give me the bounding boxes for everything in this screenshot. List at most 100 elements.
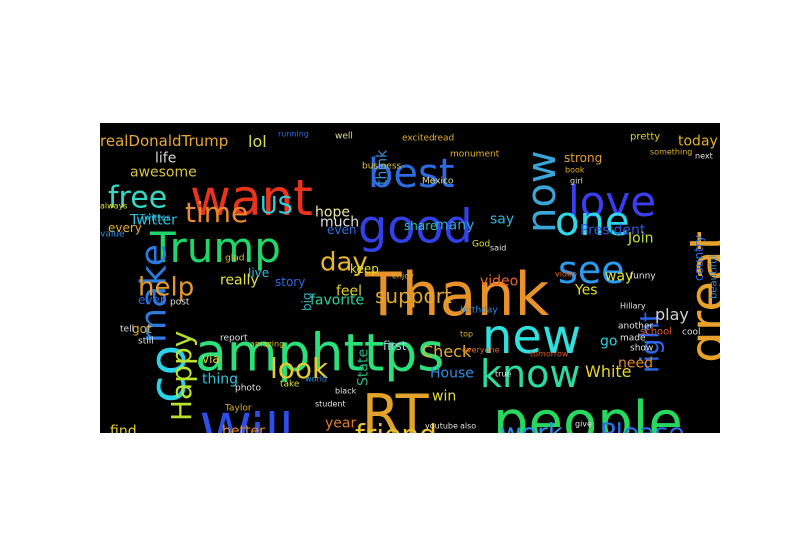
- word-cloud-word: via: [202, 352, 220, 366]
- word-cloud-word: President: [580, 223, 646, 239]
- word-cloud-word: feel: [336, 284, 362, 300]
- word-cloud-word: look: [270, 352, 329, 385]
- word-cloud-word: God: [472, 240, 490, 250]
- word-cloud-word: State: [356, 349, 372, 386]
- word-cloud-word: Hillary: [620, 302, 646, 311]
- word-cloud-word: Taylor: [224, 404, 252, 414]
- word-cloud-word: now: [519, 150, 565, 233]
- word-cloud-word: co: [139, 345, 197, 403]
- word-cloud-word: Join: [627, 231, 653, 247]
- word-cloud-word: share: [404, 219, 437, 233]
- word-cloud-word: girl: [570, 177, 583, 186]
- word-cloud-word: youtube: [425, 422, 458, 431]
- word-cloud-word: school: [640, 326, 672, 337]
- word-cloud-word: better: [222, 424, 265, 433]
- word-cloud-word: give: [575, 420, 592, 429]
- word-cloud-word: love: [568, 177, 656, 226]
- word-cloud-word: Twitter: [129, 213, 177, 229]
- word-cloud-word: top: [460, 330, 473, 339]
- word-cloud-word: Twitter: [139, 214, 170, 224]
- word-cloud-word: White: [585, 362, 632, 381]
- word-cloud-word: always: [100, 202, 127, 211]
- word-cloud-word: world: [305, 375, 327, 384]
- word-cloud-word: new: [482, 309, 581, 365]
- word-cloud-word: monument: [450, 150, 500, 160]
- word-cloud-word: want: [190, 169, 313, 227]
- word-cloud-word: thing: [202, 372, 238, 388]
- word-cloud-word: amphttps: [195, 324, 444, 384]
- word-cloud-word: business: [362, 162, 402, 172]
- word-cloud-word: way: [605, 269, 633, 285]
- word-cloud-word: every: [108, 221, 142, 235]
- word-cloud-word: play: [655, 305, 689, 324]
- word-cloud-word: report: [220, 334, 248, 344]
- word-cloud-word: best: [368, 151, 455, 197]
- word-cloud-word: RT: [362, 383, 430, 433]
- word-cloud-word: photo: [235, 384, 261, 394]
- word-cloud-word: cool: [682, 328, 700, 338]
- word-cloud-word: really: [220, 273, 259, 289]
- word-cloud-word: Yes: [574, 283, 598, 299]
- word-cloud-word: Please: [600, 418, 684, 433]
- word-cloud-word: one: [555, 199, 629, 245]
- word-cloud-word: next: [695, 152, 713, 161]
- word-cloud-word: great: [679, 231, 720, 363]
- word-cloud-word: lol: [248, 132, 267, 151]
- word-cloud-word: post: [170, 298, 190, 308]
- word-cloud-word: excited: [402, 134, 435, 144]
- word-cloud-word: enjoy: [392, 272, 414, 281]
- word-cloud-word: much: [320, 215, 359, 231]
- word-cloud-word: good: [358, 199, 473, 253]
- word-cloud-word: ever: [138, 293, 165, 307]
- word-cloud-word: many: [435, 218, 474, 234]
- word-cloud-word: year: [325, 416, 356, 432]
- word-cloud-word: need: [618, 356, 653, 372]
- word-cloud-svg: Thank Trump amphttps people good love want Will…: [100, 130, 720, 433]
- word-cloud-word: still: [138, 337, 154, 347]
- word-cloud-word: think: [375, 149, 391, 185]
- word-cloud-word: amazing: [250, 340, 284, 349]
- word-cloud-word: see: [558, 248, 625, 292]
- word-cloud-word: made: [620, 334, 646, 344]
- word-cloud-word: make: [134, 244, 175, 343]
- word-cloud-word: black: [335, 387, 357, 396]
- word-cloud-word: favorite: [310, 293, 364, 309]
- word-cloud-word: know: [480, 352, 580, 396]
- word-cloud-word: support: [375, 284, 452, 308]
- word-cloud-word: live: [248, 266, 269, 280]
- word-cloud-word: time: [185, 196, 248, 229]
- word-cloud-word: hope: [315, 205, 350, 221]
- word-cloud-word: people: [493, 390, 683, 433]
- word-cloud-word: friend: [355, 418, 437, 433]
- word-cloud-word: everyone: [462, 346, 500, 355]
- word-cloud-word: student: [315, 400, 346, 409]
- word-cloud-word: glad: [225, 254, 244, 264]
- word-cloud-word: beautiful: [708, 255, 719, 299]
- word-cloud-word: show: [630, 344, 653, 354]
- word-cloud-word: Happy: [165, 331, 198, 421]
- word-cloud-word: strong: [564, 151, 602, 165]
- word-cloud-word: value: [100, 230, 125, 240]
- word-cloud-word: video: [555, 270, 577, 279]
- word-cloud-word: keep: [350, 262, 379, 276]
- word-cloud-word: story: [275, 275, 305, 289]
- word-cloud-word: go: [600, 334, 617, 350]
- word-cloud-word: Mexico: [422, 177, 454, 187]
- word-cloud-word: true: [495, 370, 511, 379]
- word-cloud-word: US: [260, 192, 293, 220]
- word-cloud-word: help: [138, 272, 194, 302]
- word-cloud-word: Thank: [364, 260, 549, 330]
- word-cloud-word: even: [327, 223, 356, 237]
- word-cloud-word: pretty: [630, 131, 660, 142]
- word-cloud-word: book: [565, 166, 585, 175]
- word-cloud-word: life: [155, 151, 176, 167]
- word-cloud-word: first: [383, 339, 407, 353]
- word-cloud-word: read: [434, 134, 454, 144]
- word-cloud-word: birthday: [460, 306, 498, 316]
- word-cloud-word: right: [635, 312, 665, 373]
- word-cloud-word: win: [432, 389, 456, 405]
- word-cloud-word: work: [500, 418, 563, 433]
- word-cloud-word: another: [618, 322, 653, 332]
- word-cloud-word: running: [278, 130, 309, 139]
- word-cloud-word: House: [430, 366, 474, 382]
